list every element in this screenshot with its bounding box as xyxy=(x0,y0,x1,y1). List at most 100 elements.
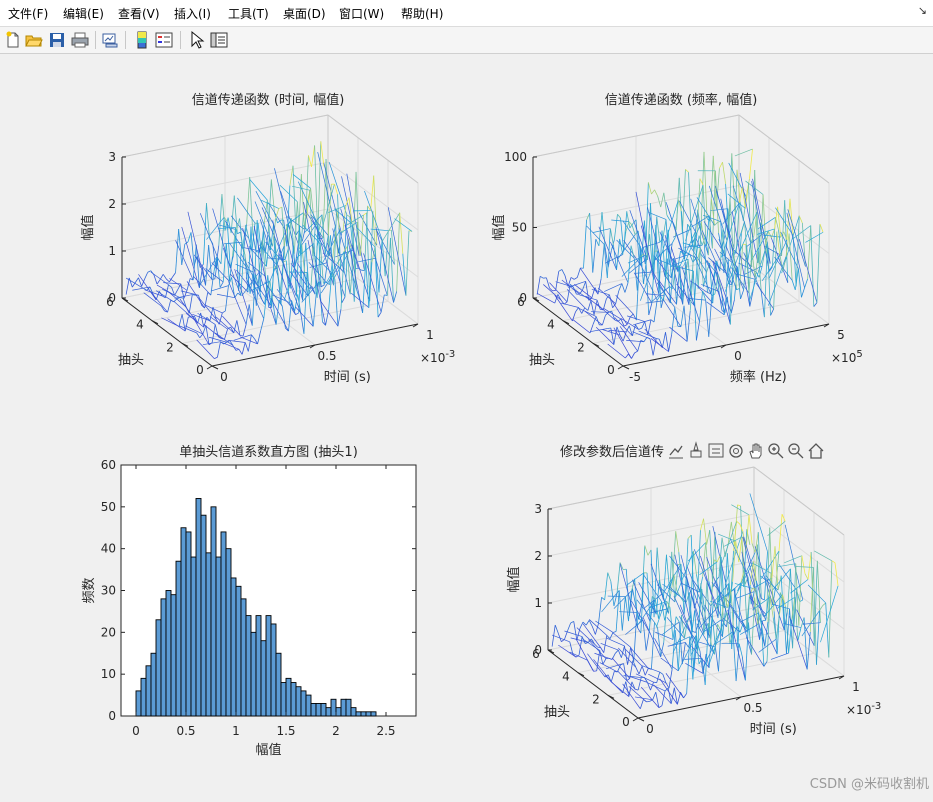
y-axis-label: 抽头 xyxy=(529,353,555,368)
menu-help[interactable]: 帮助(H) xyxy=(401,5,443,22)
surface-line xyxy=(796,566,814,567)
axes-title: 修改参数后信道传 xyxy=(560,444,664,460)
histogram-bar xyxy=(286,678,291,716)
surface-line xyxy=(283,264,301,314)
menu-edit[interactable]: 编辑(E) xyxy=(63,5,104,22)
print-icon[interactable] xyxy=(70,30,90,50)
data-tips-icon[interactable] xyxy=(707,441,725,461)
x-tick-label: 0 xyxy=(734,349,742,363)
open-file-icon[interactable] xyxy=(24,30,44,50)
surface-line xyxy=(576,639,594,672)
surface-line xyxy=(608,573,611,582)
surface-line xyxy=(614,327,617,345)
surface-line xyxy=(245,342,248,351)
surface-line xyxy=(803,623,821,625)
surface-line xyxy=(537,276,540,294)
surface-line xyxy=(642,666,645,675)
surface-line xyxy=(732,153,735,211)
zoom-in-icon[interactable] xyxy=(767,441,785,461)
surface-line xyxy=(654,682,657,683)
y-tick-label: 0 xyxy=(196,363,204,377)
menu-window[interactable]: 窗口(W) xyxy=(339,5,384,22)
surface-line xyxy=(632,682,635,689)
surface-line xyxy=(220,282,223,287)
x-tick-label: 1 xyxy=(232,724,240,738)
histogram-bar xyxy=(141,678,146,716)
link-plot-icon[interactable] xyxy=(100,30,120,50)
surface-line xyxy=(655,190,658,196)
surface-line xyxy=(639,666,642,674)
surface-line xyxy=(219,313,222,324)
surface-line xyxy=(358,258,376,262)
menu-tools[interactable]: 工具(T) xyxy=(228,5,269,22)
surface-line xyxy=(135,278,138,283)
z-axis-label: 幅值 xyxy=(491,214,507,240)
brush-icon[interactable] xyxy=(687,441,705,461)
surface-line xyxy=(650,339,653,356)
surface-line xyxy=(641,687,659,708)
surface-line xyxy=(835,563,838,586)
zoom-out-icon[interactable] xyxy=(787,441,805,461)
surface-line xyxy=(688,542,706,561)
surface-line xyxy=(737,521,740,524)
histogram-bar xyxy=(136,691,141,716)
menu-bar: 文件(F) 编辑(E) 查看(V) 插入(I) 工具(T) 桌面(D) 窗口(W… xyxy=(0,0,933,27)
histogram-bar xyxy=(191,557,196,716)
surface-line xyxy=(537,293,555,303)
y-axis-label: 抽头 xyxy=(118,353,144,368)
surface-line xyxy=(737,288,740,289)
histogram-bar xyxy=(266,616,271,716)
histogram-bar xyxy=(276,653,281,716)
surface-line xyxy=(625,354,628,358)
surface-line xyxy=(708,199,711,255)
menu-view[interactable]: 查看(V) xyxy=(118,5,160,22)
menu-desktop[interactable]: 桌面(D) xyxy=(283,5,326,22)
y-tick-label: 4 xyxy=(562,670,570,684)
surface-line xyxy=(682,169,685,233)
surface-line xyxy=(805,574,808,580)
surface-line xyxy=(209,245,212,279)
x-tick-label: 0.5 xyxy=(743,701,762,715)
surface-line xyxy=(271,179,274,212)
export-icon[interactable] xyxy=(667,441,685,461)
y-tick-label: 30 xyxy=(101,584,116,598)
dock-arrow-icon[interactable]: ↘ xyxy=(918,4,927,17)
select-pointer-icon[interactable] xyxy=(186,30,206,50)
legend-icon[interactable] xyxy=(154,30,174,50)
pan-hand-icon[interactable] xyxy=(747,441,765,461)
figure-toolbar xyxy=(0,27,933,54)
colorbar-icon[interactable] xyxy=(132,30,152,50)
tick-mark xyxy=(623,366,629,369)
surface-line xyxy=(574,277,577,279)
surface-line xyxy=(639,328,642,329)
y-tick-label: 0 xyxy=(607,363,615,377)
histogram-bar xyxy=(341,699,346,716)
surface-line xyxy=(240,335,243,336)
new-figure-icon[interactable] xyxy=(3,30,23,50)
rotate-3d-icon[interactable] xyxy=(727,441,745,461)
surface-line xyxy=(602,590,620,612)
surface-line xyxy=(787,569,790,612)
menu-file[interactable]: 文件(F) xyxy=(8,5,48,22)
y-tick-label: 6 xyxy=(532,647,540,661)
histogram-bar xyxy=(256,616,261,716)
axes-title: 信道传递函数 (时间, 幅值) xyxy=(192,92,345,108)
surface-line xyxy=(172,273,175,278)
surface-line xyxy=(596,239,599,246)
surface-line xyxy=(717,555,720,562)
surface-line xyxy=(749,250,752,293)
surface-line xyxy=(719,162,722,168)
property-inspector-icon[interactable] xyxy=(209,30,229,50)
histogram-bar xyxy=(171,595,176,716)
surface-line xyxy=(364,213,367,215)
x-tick-label: 1 xyxy=(426,328,434,342)
surface-line xyxy=(704,519,707,545)
surface-line xyxy=(540,276,543,278)
surface-line xyxy=(163,274,166,279)
save-icon[interactable] xyxy=(47,30,67,50)
surface-line xyxy=(808,585,826,603)
surface-line xyxy=(626,222,629,232)
menu-insert[interactable]: 插入(I) xyxy=(174,5,211,22)
home-icon[interactable] xyxy=(807,441,825,461)
